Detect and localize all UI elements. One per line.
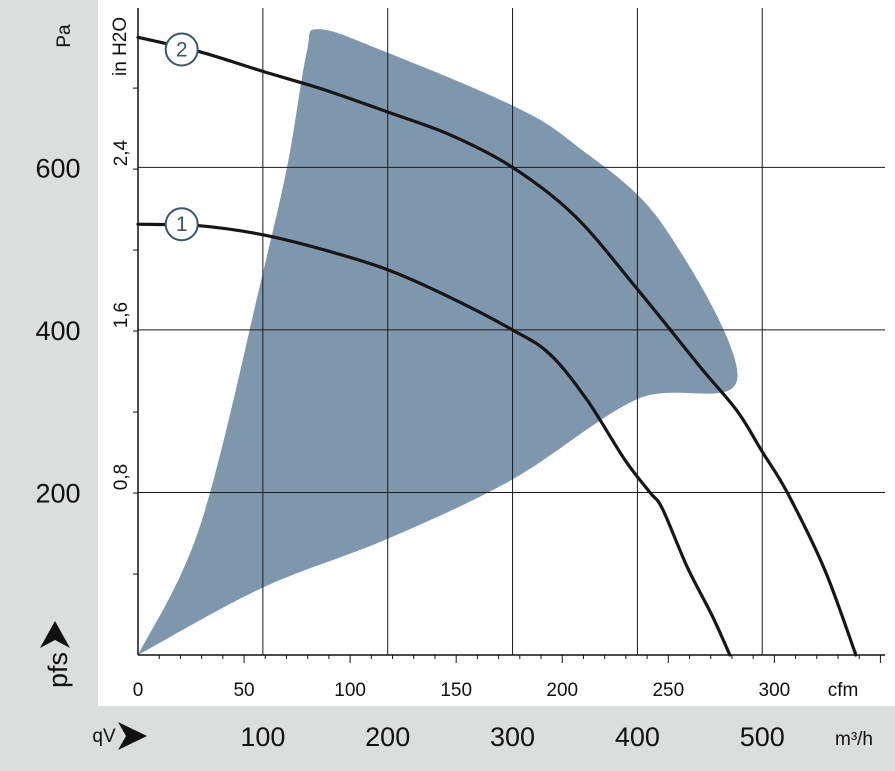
curve-label-text: 1: [176, 213, 188, 236]
cfm-tick-label: 150: [440, 680, 472, 701]
pa-unit-label: Pa: [54, 24, 75, 48]
m3h-tick-label: 400: [615, 722, 660, 752]
pa-tick-label: 400: [35, 316, 80, 346]
y-axis-label: pfs: [43, 652, 73, 688]
curve-label-text: 2: [176, 38, 188, 61]
m3h-tick-label: 100: [240, 722, 285, 752]
m3h-tick-label: 300: [490, 722, 535, 752]
cfm-tick-label: 300: [759, 680, 791, 701]
operating-range-layer: [138, 29, 738, 656]
cfm-unit-label: cfm: [828, 680, 859, 701]
curve-label-1: 1: [164, 207, 199, 242]
cfm-tick-label: 50: [233, 680, 254, 701]
cfm-tick-label: 100: [334, 680, 366, 701]
inh2o-tick-label: 1,6: [111, 302, 132, 328]
x-axis-arrow-icon: [118, 722, 147, 750]
y-axis-arrow-icon: [40, 621, 70, 648]
pa-tick-label: 600: [35, 153, 80, 183]
pa-tick-label: 200: [35, 478, 80, 508]
cfm-tick-label: 0: [133, 680, 144, 701]
inh2o-tick-label: 0,8: [111, 464, 132, 490]
x-axis-title: qV: [92, 722, 147, 750]
label-layer: 12: [164, 32, 199, 242]
m3h-tick-label: 500: [740, 722, 785, 752]
curve-1: [136, 222, 732, 657]
curve-label-circle: [164, 207, 199, 242]
m3h-tick-label: 200: [365, 722, 410, 752]
cfm-tick-label: 200: [546, 680, 578, 701]
cfm-tick-label: 250: [652, 680, 684, 701]
curve-label-circle: [164, 32, 199, 67]
operating-range-area: [138, 29, 738, 656]
bottom-axis-band: [98, 706, 895, 771]
curve-layer: [136, 35, 858, 657]
x-axis-label: qV: [92, 726, 116, 747]
curve-label-2: 2: [164, 32, 199, 67]
y-axis-title: pfs: [40, 621, 73, 688]
inh2o-tick-label: 2,4: [111, 139, 132, 166]
m3h-unit-label: m³/h: [835, 729, 873, 750]
inh2o-unit-label: in H2O: [110, 17, 131, 76]
curve-2: [136, 35, 858, 657]
